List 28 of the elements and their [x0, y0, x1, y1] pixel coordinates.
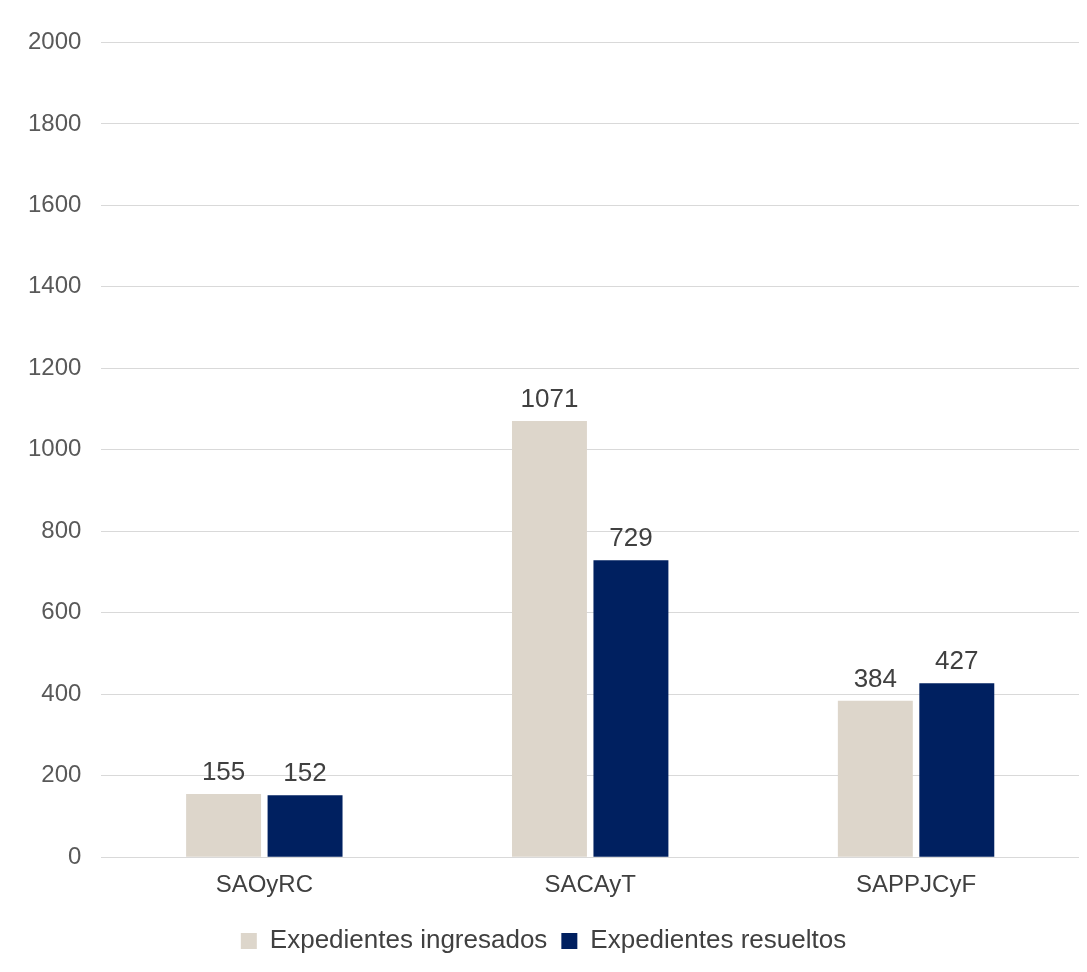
bar	[267, 795, 343, 857]
y-tick-label: 0	[68, 841, 82, 869]
y-tick-label: 2000	[28, 27, 82, 55]
data-label: 155	[201, 756, 246, 787]
y-tick-label: 1200	[28, 352, 82, 380]
data-label: 729	[609, 522, 653, 553]
y-tick-label: 1400	[28, 271, 82, 299]
x-tick-label: SACAyT	[544, 870, 637, 898]
legend-label: Expedientes ingresados	[269, 924, 548, 955]
data-label: 1071	[520, 383, 579, 414]
x-tick-label: SAOyRC	[215, 870, 314, 898]
x-tick-label: SAPPJCyF	[856, 870, 977, 898]
y-tick-label: 1800	[28, 108, 82, 136]
bar	[919, 683, 995, 857]
y-tick-label: 600	[41, 597, 82, 625]
bar	[837, 700, 913, 857]
y-tick-label: 200	[41, 760, 82, 788]
bar	[511, 420, 587, 857]
data-label: 384	[853, 662, 898, 693]
legend-label: Expedientes resueltos	[590, 924, 847, 955]
data-label: 427	[935, 645, 979, 676]
bar	[186, 794, 262, 857]
y-tick-label: 400	[41, 678, 82, 706]
y-tick-label: 800	[41, 515, 82, 543]
data-label: 152	[283, 757, 327, 788]
bar	[593, 560, 669, 857]
y-tick-label: 1600	[28, 189, 82, 217]
y-tick-label: 1000	[28, 434, 82, 462]
